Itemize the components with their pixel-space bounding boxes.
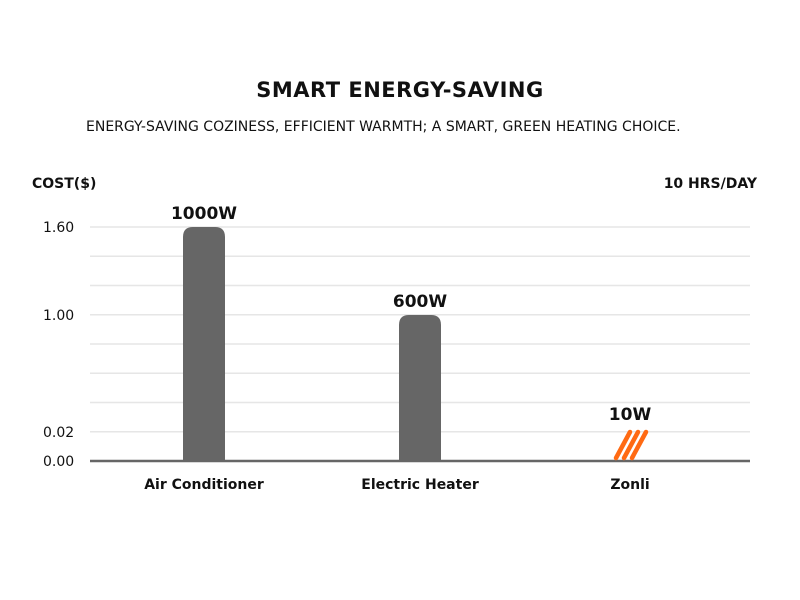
y-tick-labels: 0.00 0.02 1.00 1.60 — [43, 220, 74, 470]
logo-stripe — [621, 429, 641, 461]
bar — [183, 227, 225, 461]
y-tick-label: 1.60 — [43, 220, 74, 236]
chart-subtitle: ENERGY-SAVING COZINESS, EFFICIENT WARMTH… — [86, 119, 681, 135]
y-axis-label: COST($) — [32, 176, 96, 192]
data-label: 600W — [393, 292, 447, 312]
data-labels: 1000W 600W 10W — [171, 204, 651, 425]
data-label: 10W — [609, 405, 652, 425]
y-tick-label: 0.02 — [43, 425, 74, 441]
y-tick-label: 0.00 — [43, 454, 74, 470]
y-tick-label: 1.00 — [43, 308, 74, 324]
data-label: 1000W — [171, 204, 237, 224]
logo-stripe — [629, 429, 649, 461]
x-category-label: Air Conditioner — [144, 477, 264, 493]
x-category-label: Electric Heater — [361, 477, 479, 493]
chart-title: SMART ENERGY-SAVING — [256, 78, 544, 102]
bars — [183, 227, 441, 461]
logo-stripe — [613, 429, 633, 461]
x-category-label: Zonli — [610, 477, 649, 493]
hours-per-day-note: 10 HRS/DAY — [664, 176, 758, 192]
x-category-labels: Air Conditioner Electric Heater Zonli — [144, 477, 649, 493]
bar — [399, 315, 441, 461]
orange-stripes-logo-icon — [613, 429, 649, 461]
